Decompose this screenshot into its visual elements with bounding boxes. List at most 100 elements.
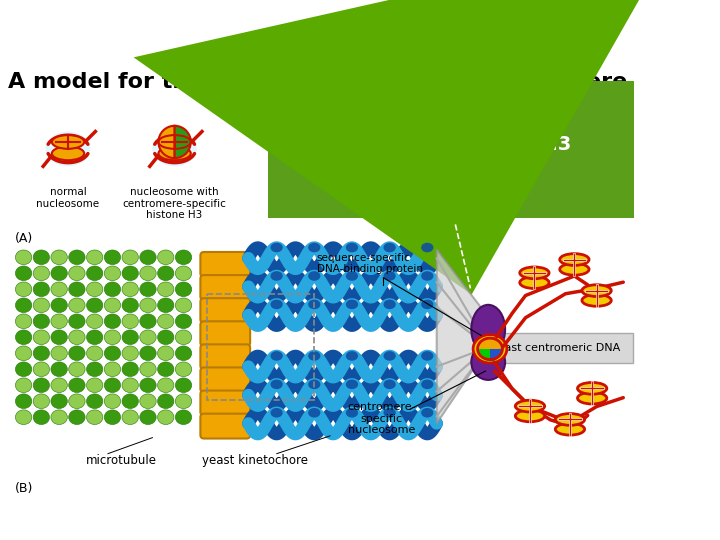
Ellipse shape bbox=[122, 410, 138, 424]
Ellipse shape bbox=[140, 282, 156, 296]
Ellipse shape bbox=[15, 346, 32, 361]
Ellipse shape bbox=[252, 321, 264, 330]
Ellipse shape bbox=[520, 267, 549, 279]
Ellipse shape bbox=[421, 300, 433, 309]
FancyBboxPatch shape bbox=[200, 275, 250, 300]
Ellipse shape bbox=[271, 300, 283, 309]
Ellipse shape bbox=[68, 362, 85, 376]
Ellipse shape bbox=[421, 408, 433, 417]
Ellipse shape bbox=[33, 410, 50, 424]
Text: (histone H3: (histone H3 bbox=[437, 135, 572, 154]
Text: (B): (B) bbox=[14, 482, 33, 495]
Ellipse shape bbox=[402, 293, 415, 302]
Ellipse shape bbox=[402, 429, 415, 439]
Ellipse shape bbox=[252, 401, 264, 410]
Ellipse shape bbox=[33, 346, 50, 361]
Ellipse shape bbox=[252, 429, 264, 439]
Ellipse shape bbox=[252, 373, 264, 382]
Ellipse shape bbox=[308, 300, 320, 309]
Ellipse shape bbox=[140, 346, 156, 361]
Ellipse shape bbox=[520, 277, 549, 288]
Ellipse shape bbox=[51, 410, 68, 424]
Ellipse shape bbox=[308, 351, 320, 361]
Ellipse shape bbox=[104, 362, 121, 376]
Ellipse shape bbox=[122, 362, 138, 376]
Ellipse shape bbox=[308, 408, 320, 417]
Ellipse shape bbox=[158, 250, 174, 265]
FancyBboxPatch shape bbox=[479, 333, 633, 363]
Ellipse shape bbox=[15, 410, 32, 424]
FancyBboxPatch shape bbox=[200, 252, 250, 277]
Ellipse shape bbox=[68, 250, 85, 265]
Ellipse shape bbox=[271, 271, 283, 281]
Ellipse shape bbox=[68, 282, 85, 296]
Ellipse shape bbox=[271, 243, 283, 252]
Ellipse shape bbox=[158, 410, 174, 424]
Ellipse shape bbox=[559, 264, 589, 275]
Ellipse shape bbox=[86, 330, 103, 345]
Ellipse shape bbox=[175, 330, 192, 345]
Ellipse shape bbox=[346, 380, 358, 389]
Ellipse shape bbox=[51, 250, 68, 265]
Ellipse shape bbox=[122, 314, 138, 329]
Ellipse shape bbox=[364, 429, 377, 439]
FancyBboxPatch shape bbox=[200, 345, 250, 369]
Ellipse shape bbox=[86, 378, 103, 393]
Ellipse shape bbox=[122, 378, 138, 393]
Wedge shape bbox=[490, 349, 503, 361]
Text: yeast kinetochore: yeast kinetochore bbox=[202, 454, 307, 467]
Ellipse shape bbox=[68, 346, 85, 361]
Ellipse shape bbox=[122, 394, 138, 409]
Ellipse shape bbox=[327, 373, 339, 382]
Ellipse shape bbox=[51, 330, 68, 345]
Ellipse shape bbox=[364, 293, 377, 302]
Ellipse shape bbox=[158, 146, 191, 160]
Ellipse shape bbox=[15, 250, 32, 265]
Ellipse shape bbox=[15, 330, 32, 345]
Ellipse shape bbox=[51, 266, 68, 281]
Ellipse shape bbox=[346, 300, 358, 309]
Ellipse shape bbox=[52, 135, 84, 149]
Ellipse shape bbox=[346, 408, 358, 417]
Ellipse shape bbox=[384, 380, 396, 389]
Ellipse shape bbox=[289, 429, 302, 439]
Ellipse shape bbox=[68, 410, 85, 424]
Ellipse shape bbox=[308, 380, 320, 389]
Ellipse shape bbox=[86, 282, 103, 296]
Ellipse shape bbox=[364, 264, 377, 274]
Ellipse shape bbox=[289, 373, 302, 382]
Ellipse shape bbox=[421, 271, 433, 281]
Ellipse shape bbox=[15, 298, 32, 313]
Ellipse shape bbox=[252, 264, 264, 274]
Ellipse shape bbox=[15, 314, 32, 329]
Ellipse shape bbox=[104, 394, 121, 409]
Ellipse shape bbox=[175, 346, 192, 361]
Ellipse shape bbox=[33, 394, 50, 409]
Ellipse shape bbox=[555, 423, 585, 435]
Ellipse shape bbox=[33, 330, 50, 345]
Ellipse shape bbox=[104, 282, 121, 296]
Ellipse shape bbox=[15, 266, 32, 281]
Ellipse shape bbox=[51, 298, 68, 313]
Ellipse shape bbox=[158, 266, 174, 281]
Ellipse shape bbox=[175, 378, 192, 393]
Ellipse shape bbox=[555, 414, 585, 426]
Text: centromere-
specific
nucleosome: centromere- specific nucleosome bbox=[347, 402, 416, 435]
Ellipse shape bbox=[289, 264, 302, 274]
Ellipse shape bbox=[52, 146, 84, 160]
Ellipse shape bbox=[158, 346, 174, 361]
Ellipse shape bbox=[289, 321, 302, 330]
Ellipse shape bbox=[271, 351, 283, 361]
Ellipse shape bbox=[384, 408, 396, 417]
Ellipse shape bbox=[384, 300, 396, 309]
Ellipse shape bbox=[33, 266, 50, 281]
Ellipse shape bbox=[308, 271, 320, 281]
Text: centromeric chromatin: centromeric chromatin bbox=[325, 98, 576, 117]
Ellipse shape bbox=[252, 293, 264, 302]
Ellipse shape bbox=[346, 271, 358, 281]
Ellipse shape bbox=[86, 410, 103, 424]
Ellipse shape bbox=[421, 351, 433, 361]
Ellipse shape bbox=[175, 250, 192, 265]
Ellipse shape bbox=[140, 330, 156, 345]
Ellipse shape bbox=[327, 401, 339, 410]
